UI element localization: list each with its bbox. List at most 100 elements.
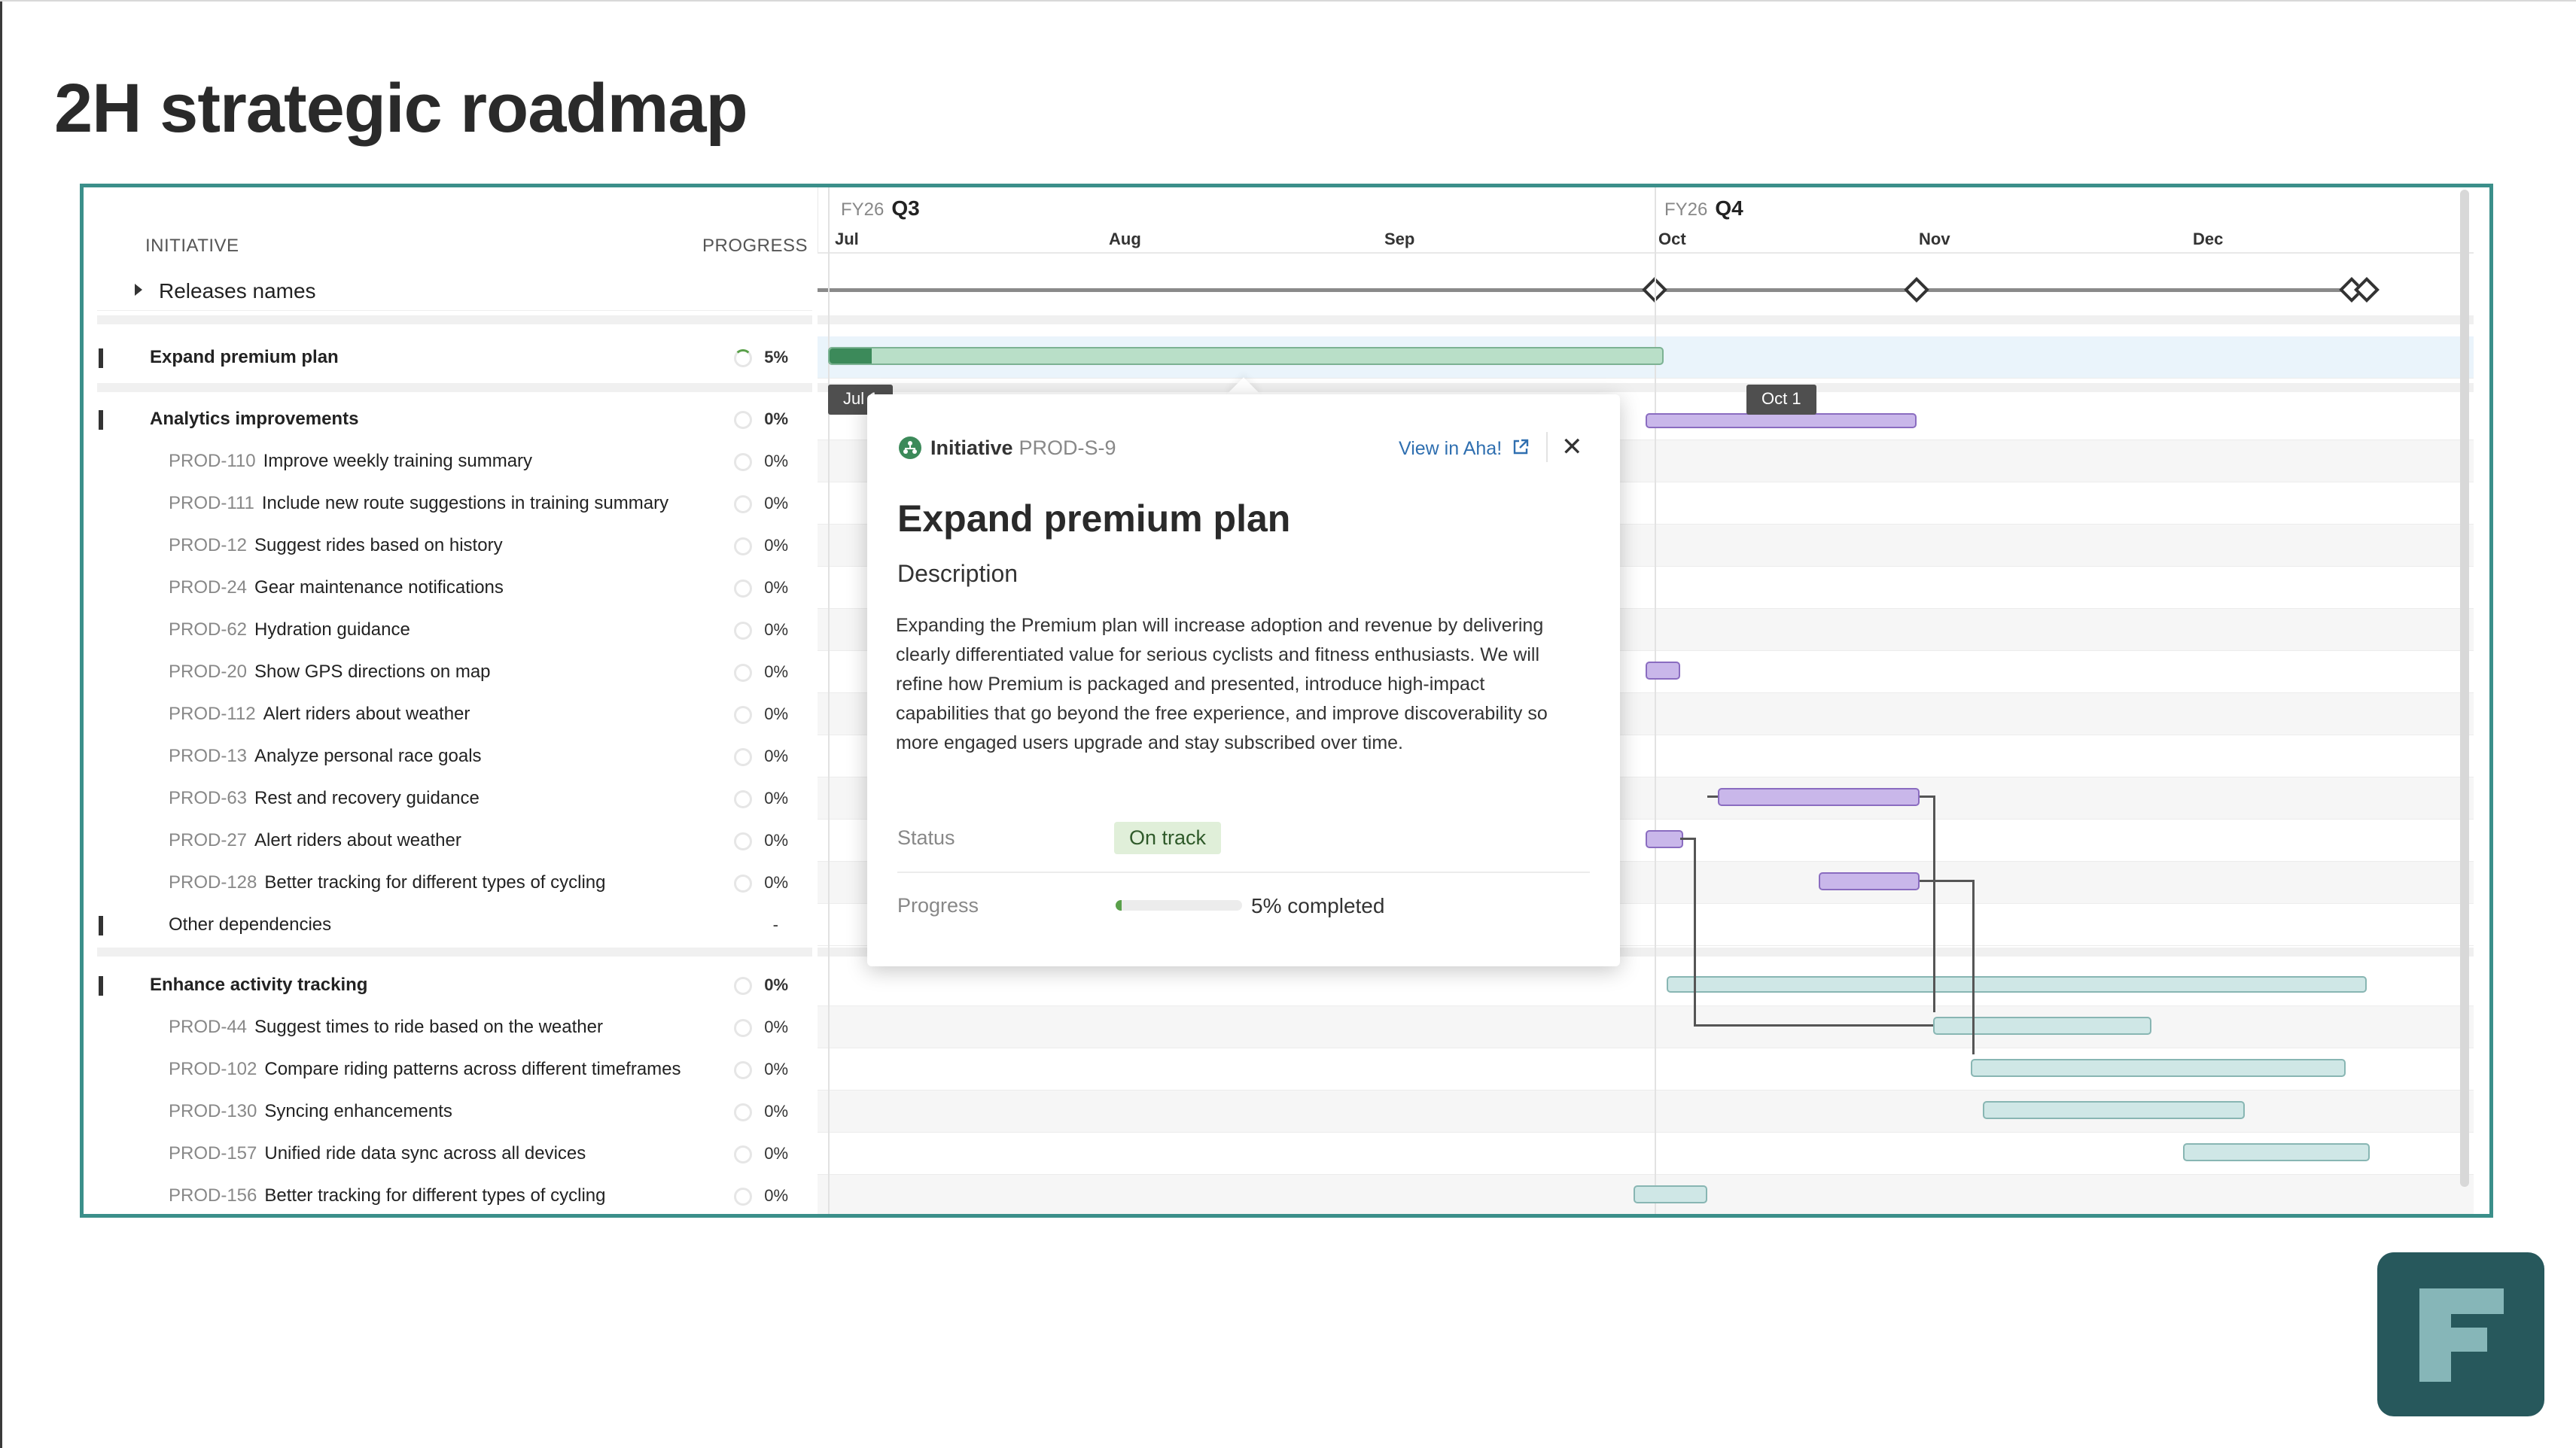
row-progress: 0%: [764, 578, 788, 597]
feature-row[interactable]: PROD-110 Improve weekly training summary …: [97, 440, 812, 482]
hierarchy-icon: [899, 437, 921, 459]
dependency-line: [1972, 880, 1975, 1054]
section-separator: [97, 383, 812, 392]
feature-row[interactable]: PROD-157 Unified ride data sync across al…: [97, 1133, 812, 1175]
initiative-row-expand-premium[interactable]: Expand premium plan 5%: [97, 336, 812, 379]
progress-ring-icon: [734, 664, 752, 682]
timeline-row: [818, 1048, 2474, 1091]
progress-ring-icon: [734, 1145, 752, 1164]
row-progress: 0%: [764, 1018, 788, 1036]
record-type: Initiative PROD-S-9: [930, 437, 1116, 459]
feature-row[interactable]: PROD-62 Hydration guidance 0%: [97, 609, 812, 651]
gantt-bar[interactable]: [1983, 1101, 2245, 1119]
caret-right-icon[interactable]: [135, 284, 142, 296]
row-progress: 0%: [764, 704, 788, 723]
dependency-line: [1694, 1024, 1933, 1027]
feature-row[interactable]: PROD-102 Compare riding patterns across d…: [97, 1048, 812, 1091]
gantt-bar-analytics[interactable]: [1646, 413, 1917, 428]
release-milestone-icon[interactable]: [1904, 277, 1929, 303]
feature-row[interactable]: PROD-128 Better tracking for different ty…: [97, 862, 812, 904]
row-progress: 0%: [764, 1102, 788, 1121]
other-dependencies-row[interactable]: Other dependencies -: [97, 904, 812, 946]
progress-fill: [830, 348, 872, 364]
row-label: Expand premium plan: [150, 347, 339, 367]
month-label: Aug: [1109, 230, 1141, 248]
gantt-bar-expand-premium[interactable]: [828, 347, 1664, 365]
timeline-row: [818, 820, 2474, 862]
initiative-detail-popup: Initiative PROD-S-9 View in Aha! ✕ Expand…: [867, 394, 1620, 966]
external-link-icon[interactable]: [1512, 438, 1530, 456]
vertical-scrollbar[interactable]: [2460, 190, 2469, 1187]
timeline-row: [818, 482, 2474, 525]
dependency-line: [1694, 838, 1696, 1026]
feature-row[interactable]: PROD-63 Rest and recovery guidance 0%: [97, 777, 812, 820]
feature-row[interactable]: PROD-130 Syncing enhancements 0%: [97, 1091, 812, 1133]
releases-label: Releases names: [159, 279, 316, 303]
quarter-label-q4: FY26 Q4: [1664, 196, 1743, 220]
initiative-row-activity-tracking[interactable]: Enhance activity tracking 0%: [97, 964, 812, 1006]
row-label: PROD-130 Syncing enhancements: [169, 1101, 452, 1121]
feature-row[interactable]: PROD-27 Alert riders about weather 0%: [97, 820, 812, 862]
view-in-aha-link[interactable]: View in Aha!: [1399, 438, 1503, 459]
row-marker: [99, 976, 103, 996]
row-progress: 5%: [764, 348, 788, 367]
row-label: PROD-63 Rest and recovery guidance: [169, 788, 480, 808]
row-marker: [99, 348, 103, 368]
gantt-bar[interactable]: [1971, 1059, 2346, 1077]
col-header-initiative[interactable]: INITIATIVE: [145, 236, 239, 256]
field-divider: [897, 872, 1590, 873]
feature-row[interactable]: PROD-24 Gear maintenance notifications 0%: [97, 567, 812, 609]
gantt-bar[interactable]: [1646, 662, 1680, 680]
row-label: Enhance activity tracking: [150, 975, 368, 995]
gantt-bar[interactable]: [1718, 788, 1920, 806]
row-label: Analytics improvements: [150, 409, 359, 429]
progress-label: Progress: [897, 894, 979, 917]
logo-stroke: [2419, 1288, 2504, 1314]
timeline-row: [818, 904, 2474, 946]
row-progress: 0%: [764, 1060, 788, 1078]
feature-row[interactable]: PROD-20 Show GPS directions on map 0%: [97, 651, 812, 693]
close-icon[interactable]: ✕: [1561, 433, 1583, 461]
section-separator: [818, 315, 2474, 324]
release-track: [818, 288, 2361, 292]
progress-ring-icon: [734, 453, 752, 471]
row-progress: 0%: [764, 789, 788, 808]
progress-ring-icon: [734, 349, 752, 367]
row-label: PROD-157 Unified ride data sync across al…: [169, 1143, 586, 1164]
row-progress: 0%: [764, 831, 788, 850]
release-milestone-icon[interactable]: [2354, 277, 2380, 303]
gantt-bar[interactable]: [1819, 872, 1920, 890]
timeline-row: [818, 1006, 2474, 1048]
feature-row[interactable]: PROD-111 Include new route suggestions in…: [97, 482, 812, 525]
feature-row[interactable]: PROD-112 Alert riders about weather 0%: [97, 693, 812, 735]
gantt-bar[interactable]: [2183, 1143, 2370, 1161]
status-badge[interactable]: On track: [1114, 822, 1222, 854]
dependency-line: [1707, 795, 1718, 798]
section-separator: [97, 315, 812, 324]
progress-ring-icon: [734, 537, 752, 555]
gantt-bar[interactable]: [1646, 830, 1683, 848]
feature-row[interactable]: PROD-13 Analyze personal race goals 0%: [97, 735, 812, 777]
month-label: Dec: [2193, 230, 2224, 248]
progress-ring-icon: [734, 977, 752, 995]
record-id: PROD-S-9: [1019, 437, 1116, 459]
col-header-progress[interactable]: PROGRESS: [702, 236, 808, 256]
gantt-bar[interactable]: [1933, 1017, 2151, 1035]
feature-row[interactable]: PROD-44 Suggest times to ride based on th…: [97, 1006, 812, 1048]
dependency-line: [1920, 795, 1935, 798]
timeline-row: [818, 735, 2474, 777]
row-label: PROD-27 Alert riders about weather: [169, 830, 461, 850]
row-marker: [99, 410, 103, 430]
initiative-row-analytics[interactable]: Analytics improvements 0%: [97, 398, 812, 440]
page-title: 2H strategic roadmap: [54, 70, 748, 147]
releases-row[interactable]: Releases names: [97, 269, 812, 311]
progress-ring-icon: [734, 706, 752, 724]
section-separator: [97, 948, 812, 957]
feature-row[interactable]: PROD-12 Suggest rides based on history 0%: [97, 525, 812, 567]
progress-ring-icon: [734, 748, 752, 766]
progress-text: 5% completed: [1251, 894, 1385, 917]
row-label: PROD-128 Better tracking for different ty…: [169, 872, 606, 893]
feature-row[interactable]: PROD-156 Better tracking for different ty…: [97, 1175, 812, 1214]
gantt-bar[interactable]: [1634, 1185, 1707, 1203]
gantt-bar-activity-tracking[interactable]: [1667, 976, 2367, 993]
